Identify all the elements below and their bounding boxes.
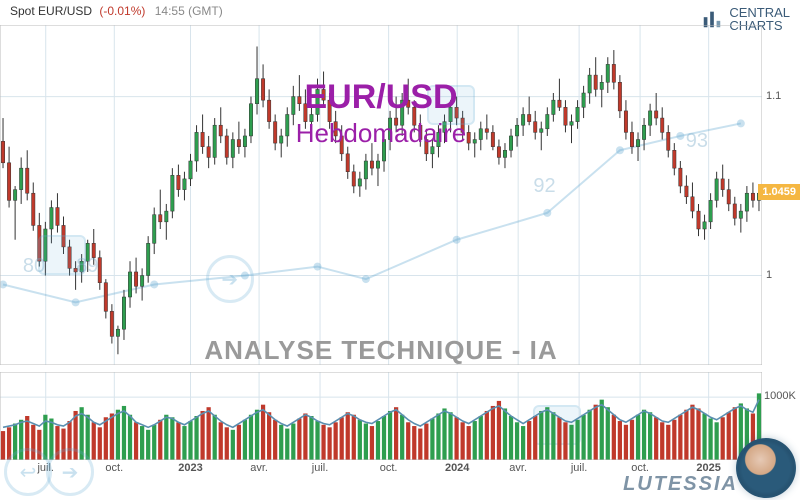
watermark-number: 93: [686, 130, 708, 153]
current-price-tag: 1.0459: [758, 184, 800, 200]
x-tick: 2023: [178, 462, 202, 474]
watermark-shape: [427, 85, 475, 125]
x-tick: juil.: [312, 462, 329, 474]
price-chart-area[interactable]: 80899293➔: [0, 25, 762, 365]
pct-change: (-0.01%): [99, 4, 145, 18]
timestamp: 14:55 (GMT): [155, 4, 223, 18]
volume-chart-area[interactable]: [0, 372, 762, 460]
watermark-shape: ➔: [206, 255, 254, 303]
x-tick: oct.: [105, 462, 123, 474]
x-tick: avr.: [250, 462, 268, 474]
wm-forward-icon: ➔: [46, 448, 94, 496]
price-tick: 1.1: [766, 90, 781, 102]
watermark-shape: [38, 235, 86, 275]
wm-back-icon: ↩: [4, 448, 52, 496]
x-tick: juil.: [571, 462, 588, 474]
x-tick: oct.: [380, 462, 398, 474]
price-tick: 1: [766, 269, 772, 281]
x-tick: avr.: [509, 462, 527, 474]
avatar-icon: [736, 438, 796, 498]
watermark-number: 92: [533, 175, 555, 198]
lutessia-brand: LUTESSIA: [623, 473, 738, 496]
chart-header: Spot EUR/USD (-0.01%) 14:55 (GMT): [10, 4, 223, 18]
pair-label: Spot EUR/USD: [10, 4, 92, 18]
x-tick: 2024: [445, 462, 469, 474]
volume-tick: 1000K: [764, 390, 796, 402]
